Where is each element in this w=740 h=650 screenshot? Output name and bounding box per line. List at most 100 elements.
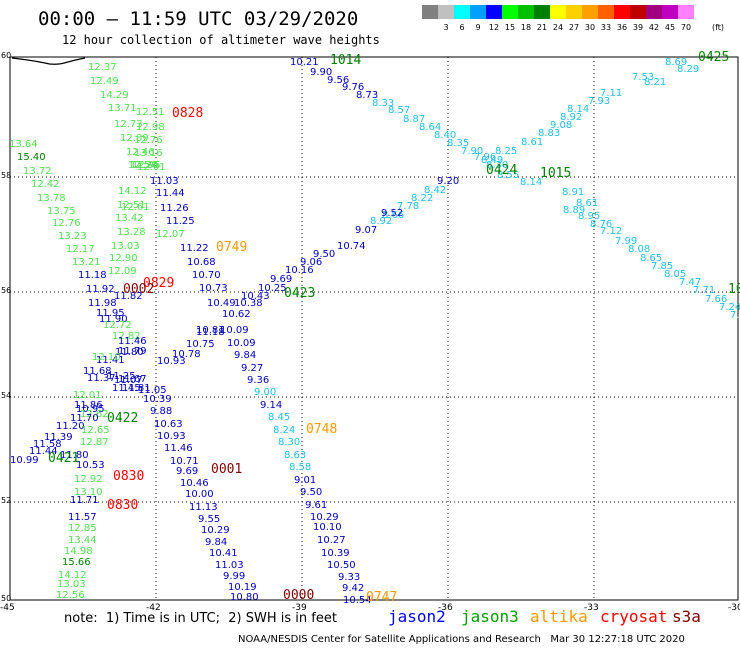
wave-height-label: 8.30 (278, 437, 301, 448)
wave-height-label: 7.47 (679, 277, 702, 288)
wave-height-label: 9.01 (294, 475, 317, 486)
wave-height-label: 11.67 (118, 374, 147, 385)
wave-height-label: 10.73 (199, 283, 228, 294)
wave-height-label: 7.93 (588, 96, 611, 107)
wave-height-label: 8.92 (560, 112, 583, 123)
wave-height-label: 15.40 (17, 152, 46, 163)
lat-tick-label: 52 (1, 496, 12, 505)
lon-tick-label: -39 (292, 603, 307, 613)
pass-time-label: 0829 (143, 276, 175, 291)
wave-height-label: 12.01 (73, 390, 102, 401)
wave-height-label: 12.76 (52, 218, 81, 229)
wave-height-label: 10.46 (180, 478, 209, 489)
wave-height-label: 10.49 (207, 298, 236, 309)
wave-height-label: 8.91 (562, 187, 585, 198)
wave-height-label: 12.76 (134, 135, 163, 146)
scale-swatch (518, 5, 534, 19)
wave-height-label: 10.38 (234, 298, 263, 309)
wave-height-label: 9.07 (355, 225, 378, 236)
wave-height-label: 11.22 (180, 243, 209, 254)
scale-swatch (422, 5, 438, 19)
wave-height-label: 7.53 (632, 72, 655, 83)
wave-height-label: 8.89 (563, 205, 586, 216)
wave-height-label: 11.18 (196, 327, 225, 338)
wave-height-label: 12.46 (126, 147, 155, 158)
wave-height-label: 12.37 (88, 62, 117, 73)
wave-height-label: 12.61 (121, 202, 150, 213)
wave-height-label: 8.21 (644, 77, 667, 88)
pass-time-label: 0421 (48, 451, 80, 466)
wave-height-label: 10.21 (290, 57, 319, 68)
lat-tick-label: 50 (1, 594, 12, 603)
wave-height-label: 9.42 (342, 583, 365, 594)
wave-height-label: 12.51 (136, 107, 165, 118)
wave-height-label: 12.92 (74, 474, 103, 485)
wave-height-label: 12.09 (108, 266, 137, 277)
wave-height-label: 12.17 (66, 244, 95, 255)
wave-height-label: 11.68 (83, 366, 112, 377)
pass-time-label: 0425 (698, 50, 730, 65)
wave-height-label: 9.76 (342, 82, 365, 93)
wave-height-label: 9.00 (254, 387, 277, 398)
pass-time-label: 0001 (211, 462, 243, 477)
wave-height-label: 13.64 (9, 139, 38, 150)
wave-height-label: 13.03 (57, 579, 86, 590)
wave-height-label: 10.70 (192, 270, 221, 281)
scale-label: 33 (600, 23, 612, 32)
wave-height-label: 8.22 (411, 193, 434, 204)
scale-swatch (598, 5, 614, 19)
wave-height-label: 11.71 (70, 495, 99, 506)
wave-height-label: 8.87 (403, 114, 426, 125)
wave-height-label: 13.28 (117, 227, 146, 238)
wave-height-label: 9.84 (205, 537, 228, 548)
wave-height-label: 12.72 (103, 320, 132, 331)
scale-swatch (550, 5, 566, 19)
wave-height-label: 11.92 (86, 284, 115, 295)
scale-label: 27 (568, 23, 580, 32)
wave-height-label: 11.39 (44, 432, 73, 443)
scale-label: 6 (459, 23, 465, 32)
wave-height-label: 13.16 (134, 148, 163, 159)
wave-height-label: 8.33 (372, 98, 395, 109)
wave-height-label: 10.71 (170, 456, 199, 467)
wave-height-label: 13.10 (74, 487, 103, 498)
scale-label: 21 (536, 23, 548, 32)
wave-height-label: 11.57 (68, 512, 97, 523)
wave-height-label: 10.53 (76, 460, 105, 471)
wave-height-label: 10.93 (157, 356, 186, 367)
wave-height-label: 10.99 (10, 455, 39, 466)
wave-height-label: 11.98 (88, 298, 117, 309)
scale-swatch (614, 5, 630, 19)
wave-height-label: 12.89 (120, 133, 149, 144)
pass-time-label: 0749 (216, 240, 248, 255)
pass-time-label: 0423 (284, 286, 316, 301)
pass-time-label: 1015 (540, 166, 572, 181)
wave-height-label: 11.25 (166, 216, 195, 227)
scale-swatch (534, 5, 550, 19)
scale-label: 45 (664, 23, 676, 32)
wave-height-label: 13.72 (23, 166, 52, 177)
wave-height-label: 12.95 (132, 160, 161, 171)
wave-height-label: 10.00 (185, 489, 214, 500)
scale-label: 18 (520, 23, 532, 32)
wave-height-label: 12.87 (80, 437, 109, 448)
wave-height-label: 9.06 (300, 257, 323, 268)
wave-height-label: 8.49 (481, 155, 504, 166)
pass-time-label: 0747 (366, 590, 398, 605)
scale-swatch (566, 5, 582, 19)
wave-height-label: 13.42 (115, 213, 144, 224)
wave-height-label: 10.78 (172, 349, 201, 360)
wave-height-label: 11.70 (70, 413, 99, 424)
wave-height-label: 11.26 (160, 203, 189, 214)
wave-height-label: 10.39 (321, 548, 350, 559)
wave-height-label: 7.24 (719, 302, 740, 313)
wave-height-label: 14.98 (64, 546, 93, 557)
pass-time-label: 0002 (123, 282, 155, 297)
pass-time-label: 10 (728, 282, 740, 297)
wave-height-label: 13.75 (47, 206, 76, 217)
scale-label: 42 (648, 23, 660, 32)
wave-height-label: 8.73 (356, 90, 379, 101)
satellite-legend-cryosat: cryosat (600, 607, 668, 626)
wave-height-label: 12.73 (114, 119, 143, 130)
scale-swatch (470, 5, 486, 19)
